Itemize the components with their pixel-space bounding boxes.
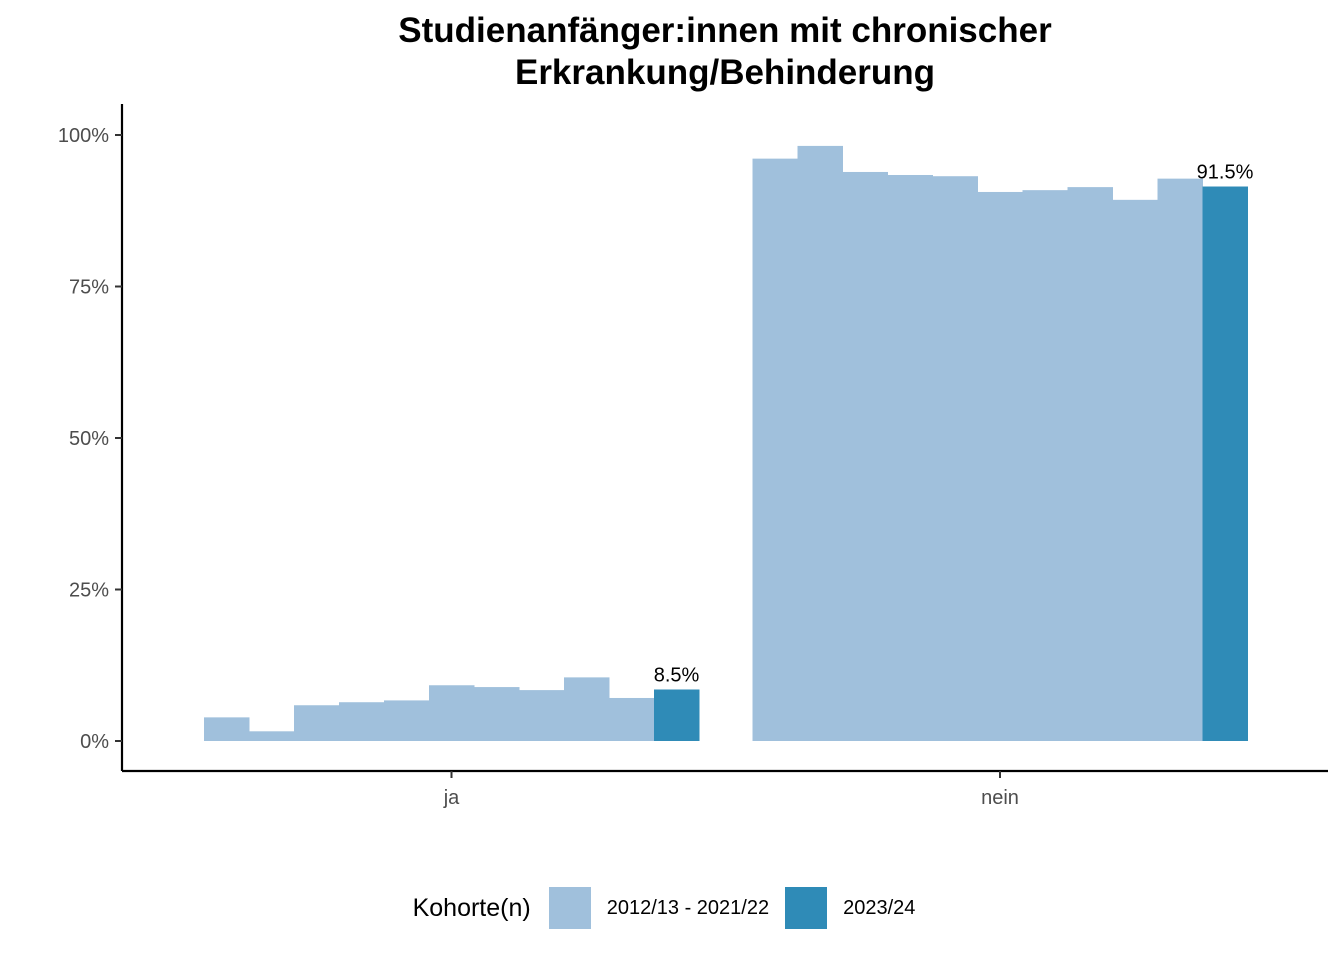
bar-nein-2021-22: [1157, 178, 1203, 741]
bar-ja-2015-16: [339, 702, 385, 741]
bar-nein-2016-17: [932, 176, 978, 741]
legend-title: Kohorte(n): [412, 893, 531, 922]
axes-layer: 0% 25% 50% 75% 100% ja nein: [58, 104, 1328, 809]
chart-title-line-1: Studienanfänger:innen mit chronischer: [398, 11, 1052, 50]
y-tick-label-1: 25%: [69, 580, 109, 602]
bar-nein-2019-20: [1067, 187, 1113, 742]
legend: Kohorte(n) 2012/13 - 2021/22 2023/24: [0, 886, 1344, 930]
legend-key-historic: [548, 887, 591, 929]
bar-nein-2015-16: [887, 174, 933, 742]
bar-ja-2018-19: [474, 687, 520, 741]
chart-title: Studienanfänger:innen mit chronischer Er…: [125, 10, 1325, 94]
y-tick-label-3: 75%: [69, 277, 109, 299]
bar-nein-2020-21: [1112, 199, 1158, 742]
bar-ja-2016-17: [384, 700, 430, 741]
data-label-nein: 91.5%: [1197, 162, 1254, 184]
x-tick-label-nein: nein: [981, 787, 1019, 809]
bar-nein-2012-13: [752, 158, 798, 741]
y-tick-label-4: 100%: [58, 125, 109, 147]
data-label-ja: 8.5%: [654, 664, 700, 686]
chart-title-line-2: Erkrankung/Behinderung: [514, 53, 936, 92]
bar-nein-2018-19: [1022, 190, 1068, 741]
bar-ja-2020-21: [564, 677, 610, 741]
legend-label-current: 2023/24: [843, 896, 916, 919]
x-tick-label-ja: ja: [443, 787, 460, 809]
bar-nein-2017-18: [977, 191, 1023, 742]
legend-label-historic: 2012/13 - 2021/22: [606, 896, 770, 919]
y-tick-label-0: 0%: [80, 731, 109, 753]
bar-nein-2013-14: [797, 145, 843, 741]
bar-ja-2023-24: [654, 689, 700, 741]
data-labels-layer: 8.5% 91.5%: [654, 162, 1254, 687]
bar-ja-2013-14: [249, 731, 295, 741]
bar-ja-2012-13: [204, 717, 250, 741]
bar-ja-2021-22: [609, 697, 655, 741]
bar-nein-2023-24: [1202, 186, 1248, 741]
bar-ja-2019-20: [519, 690, 565, 741]
bar-ja-2014-15: [294, 705, 340, 741]
bars-layer: [204, 145, 1248, 742]
bar-ja-2017-18: [429, 685, 475, 741]
y-tick-label-2: 50%: [69, 428, 109, 450]
bar-nein-2014-15: [842, 171, 888, 741]
legend-key-current: [785, 887, 828, 929]
